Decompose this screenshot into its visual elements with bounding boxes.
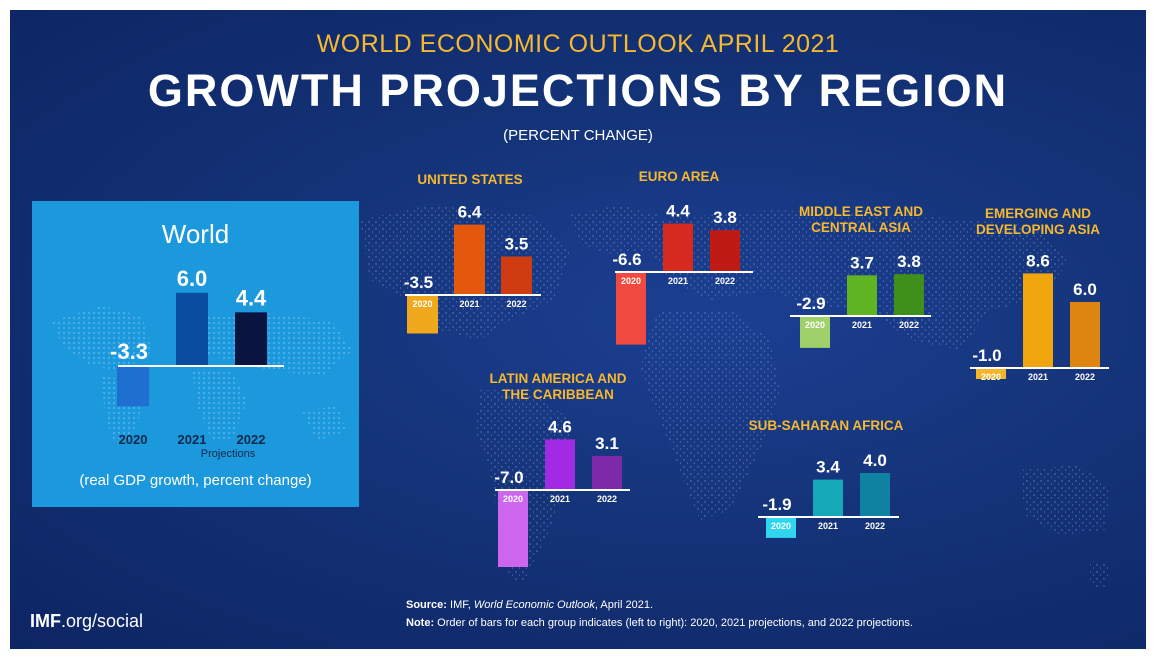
value-label-emerging-asia-2020: -1.0	[972, 346, 1001, 365]
bar-latin-america-2020	[498, 490, 528, 567]
region-title-united-states: UNITED STATES	[417, 172, 522, 187]
year-label-united-states-2020: 2020	[412, 299, 432, 309]
value-label-euro-area-2021: 4.4	[666, 202, 690, 221]
bar-emerging-asia-2020	[976, 368, 1006, 379]
year-label-sub-saharan-africa-2020: 2020	[771, 521, 791, 531]
bar-sub-saharan-africa-2021	[813, 479, 843, 517]
supertitle: WORLD ECONOMIC OUTLOOK APRIL 2021	[316, 30, 840, 58]
bar-world-2022	[235, 312, 267, 366]
year-label-middle-east-2022: 2022	[899, 320, 919, 330]
year-label-latin-america-2020: 2020	[503, 494, 523, 504]
note-text: Order of bars for each group indicates (…	[437, 617, 913, 629]
bar-united-states-2021	[454, 224, 485, 295]
value-label-united-states-2020: -3.5	[404, 273, 433, 292]
value-label-world-2021: 6.0	[177, 266, 208, 291]
value-label-sub-saharan-africa-2021: 3.4	[816, 458, 840, 477]
value-label-euro-area-2020: -6.6	[612, 250, 641, 269]
source-italic: World Economic Outlook	[473, 599, 595, 611]
source-pre: IMF,	[450, 599, 471, 611]
bar-latin-america-2022	[592, 455, 622, 490]
value-label-euro-area-2022: 3.8	[713, 208, 737, 227]
region-title-emerging-asia: DEVELOPING ASIA	[976, 222, 1100, 237]
year-label-world-2021: 2021	[178, 432, 207, 447]
imf-social-logo[interactable]: IMF.org/social	[30, 611, 143, 632]
value-label-middle-east-2022: 3.8	[897, 252, 921, 271]
note-label: Note:	[406, 617, 435, 629]
world-panel-note: (real GDP growth, percent change)	[79, 472, 312, 489]
region-title-middle-east: MIDDLE EAST AND	[799, 204, 923, 219]
bar-world-2021	[176, 292, 208, 366]
year-label-middle-east-2020: 2020	[805, 320, 825, 330]
year-label-world-2022: 2022	[237, 432, 266, 447]
bar-united-states-2020	[407, 295, 438, 334]
world-panel-title: World	[161, 219, 230, 249]
value-label-latin-america-2021: 4.6	[548, 417, 572, 436]
region-title-euro-area: EURO AREA	[639, 169, 720, 184]
bar-emerging-asia-2022	[1070, 302, 1100, 368]
source-line: Source: IMF, World Economic Outlook, Apr…	[406, 599, 653, 611]
bar-euro-area-2022	[710, 230, 740, 272]
region-title-emerging-asia: EMERGING AND	[985, 206, 1091, 221]
year-label-united-states-2021: 2021	[459, 299, 479, 309]
region-title-middle-east: CENTRAL ASIA	[811, 220, 911, 235]
bar-sub-saharan-africa-2020	[766, 517, 796, 538]
value-label-world-2020: -3.3	[110, 339, 148, 364]
subtitle: (PERCENT CHANGE)	[503, 127, 653, 144]
chart-united-states: UNITED STATES -3.5 2020 6.4 2021 3.5 2022	[404, 172, 541, 334]
year-label-euro-area-2022: 2022	[715, 276, 735, 286]
bar-euro-area-2021	[663, 223, 693, 272]
value-label-emerging-asia-2022: 6.0	[1073, 280, 1097, 299]
year-label-sub-saharan-africa-2021: 2021	[818, 521, 838, 531]
year-label-emerging-asia-2020: 2020	[981, 372, 1001, 382]
year-label-emerging-asia-2022: 2022	[1075, 372, 1095, 382]
year-label-united-states-2022: 2022	[506, 299, 526, 309]
value-label-emerging-asia-2021: 8.6	[1026, 251, 1050, 270]
bar-emerging-asia-2021	[1023, 273, 1053, 368]
bar-latin-america-2021	[545, 439, 575, 490]
value-label-middle-east-2020: -2.9	[796, 294, 825, 313]
source-post: , April 2021.	[594, 599, 654, 611]
year-label-euro-area-2020: 2020	[621, 276, 641, 286]
region-title-sub-saharan-africa: SUB-SAHARAN AFRICA	[749, 418, 904, 433]
bar-united-states-2022	[501, 256, 532, 295]
value-label-united-states-2021: 6.4	[458, 203, 482, 222]
page-title: GROWTH PROJECTIONS BY REGION	[147, 65, 1009, 116]
year-label-euro-area-2021: 2021	[668, 276, 688, 286]
value-label-world-2022: 4.4	[236, 285, 267, 310]
bar-middle-east-2022	[894, 274, 924, 316]
chart-sub-saharan-africa: SUB-SAHARAN AFRICA -1.9 2020 3.4 2021 4.0 2022	[749, 418, 904, 538]
year-label-emerging-asia-2021: 2021	[1028, 372, 1048, 382]
value-label-sub-saharan-africa-2020: -1.9	[762, 495, 791, 514]
bar-sub-saharan-africa-2022	[860, 473, 890, 517]
logo-rest: .org/social	[61, 611, 144, 631]
year-label-sub-saharan-africa-2022: 2022	[865, 521, 885, 531]
region-charts: -3.3 2020 6.0 2021 4.4 2022 UNITED STATES -3.5 2…	[110, 169, 1109, 567]
value-label-united-states-2022: 3.5	[505, 235, 529, 254]
year-label-latin-america-2021: 2021	[550, 494, 570, 504]
projections-label: Projections	[200, 448, 256, 460]
logo-bold: IMF	[30, 611, 61, 631]
note-line: Note: Order of bars for each group indic…	[406, 617, 913, 629]
bar-middle-east-2021	[847, 275, 877, 316]
value-label-latin-america-2020: -7.0	[494, 468, 523, 487]
year-label-latin-america-2022: 2022	[597, 494, 617, 504]
chart-world: -3.3 2020 6.0 2021 4.4 2022	[110, 266, 284, 447]
bar-euro-area-2020	[616, 272, 646, 345]
source-label: Source:	[406, 599, 447, 611]
region-title-latin-america: LATIN AMERICA AND	[490, 371, 627, 386]
year-label-middle-east-2021: 2021	[852, 320, 872, 330]
bar-middle-east-2020	[800, 316, 830, 348]
infographic-frame: WORLD ECONOMIC OUTLOOK APRIL 2021 GROWTH…	[10, 10, 1146, 649]
chart-euro-area: EURO AREA -6.6 2020 4.4 2021 3.8 2022	[612, 169, 753, 345]
year-label-world-2020: 2020	[119, 432, 148, 447]
value-label-sub-saharan-africa-2022: 4.0	[863, 451, 887, 470]
value-label-latin-america-2022: 3.1	[595, 434, 619, 453]
value-label-middle-east-2021: 3.7	[850, 253, 874, 272]
bar-world-2020	[117, 366, 149, 407]
region-title-latin-america: THE CARIBBEAN	[502, 387, 614, 402]
